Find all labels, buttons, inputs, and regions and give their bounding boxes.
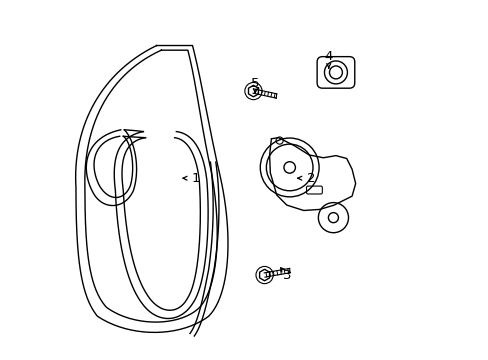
Text: 1: 1 (191, 172, 200, 185)
Text: 2: 2 (306, 172, 314, 185)
Text: 3: 3 (283, 269, 291, 282)
Text: 4: 4 (324, 50, 332, 63)
Text: 5: 5 (250, 77, 259, 90)
